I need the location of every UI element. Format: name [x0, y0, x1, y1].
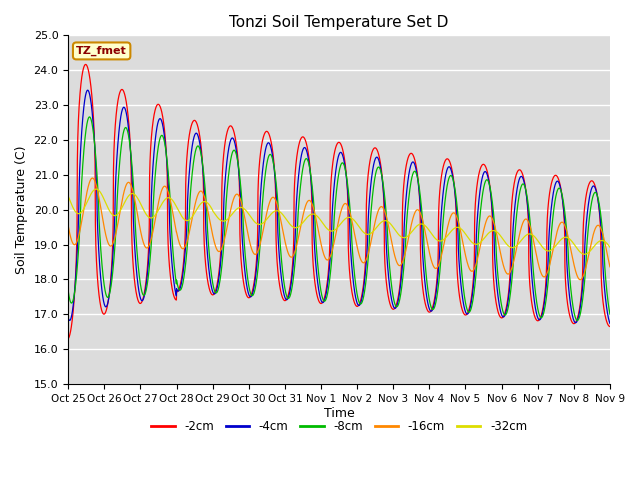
-4cm	[555, 180, 563, 185]
Title: Tonzi Soil Temperature Set D: Tonzi Soil Temperature Set D	[229, 15, 449, 30]
-8cm	[555, 185, 563, 191]
-8cm	[573, 318, 581, 324]
-2cm	[82, 61, 90, 67]
-2cm	[401, 168, 409, 174]
-32cm	[401, 235, 409, 240]
-4cm	[401, 204, 409, 209]
-16cm	[577, 277, 584, 283]
Y-axis label: Soil Temperature (C): Soil Temperature (C)	[15, 145, 28, 274]
-16cm	[392, 257, 400, 263]
-16cm	[606, 264, 614, 270]
-8cm	[180, 271, 188, 277]
-4cm	[180, 258, 188, 264]
-32cm	[92, 186, 100, 192]
Line: -32cm: -32cm	[68, 189, 610, 254]
-8cm	[606, 311, 614, 317]
-8cm	[606, 311, 614, 316]
-8cm	[86, 114, 93, 120]
-32cm	[180, 216, 188, 222]
-4cm	[392, 305, 400, 311]
-2cm	[180, 249, 188, 254]
-16cm	[555, 224, 563, 230]
-8cm	[64, 288, 72, 293]
-16cm	[88, 175, 96, 181]
-2cm	[392, 303, 400, 309]
-32cm	[555, 240, 563, 245]
X-axis label: Time: Time	[324, 407, 355, 420]
-4cm	[64, 315, 72, 321]
-32cm	[64, 193, 72, 199]
-8cm	[401, 244, 409, 250]
-2cm	[606, 324, 614, 329]
-2cm	[606, 324, 614, 329]
-32cm	[580, 252, 588, 257]
-4cm	[606, 321, 614, 326]
Line: -16cm: -16cm	[68, 178, 610, 280]
-16cm	[180, 245, 188, 251]
-4cm	[84, 87, 92, 93]
-8cm	[392, 303, 400, 309]
-16cm	[64, 223, 72, 228]
-2cm	[64, 336, 72, 342]
-8cm	[216, 280, 223, 286]
-32cm	[392, 228, 400, 234]
Legend: -2cm, -4cm, -8cm, -16cm, -32cm: -2cm, -4cm, -8cm, -16cm, -32cm	[147, 415, 532, 437]
-16cm	[216, 249, 223, 254]
-2cm	[216, 264, 223, 269]
-16cm	[606, 263, 614, 269]
-32cm	[606, 244, 614, 250]
-2cm	[555, 177, 563, 182]
Line: -2cm: -2cm	[68, 64, 610, 339]
Line: -4cm: -4cm	[68, 90, 610, 324]
-16cm	[401, 250, 409, 255]
-32cm	[606, 244, 614, 250]
Line: -8cm: -8cm	[68, 117, 610, 321]
-32cm	[216, 216, 223, 222]
Text: TZ_fmet: TZ_fmet	[76, 46, 127, 56]
-4cm	[216, 269, 223, 275]
-4cm	[606, 320, 614, 325]
